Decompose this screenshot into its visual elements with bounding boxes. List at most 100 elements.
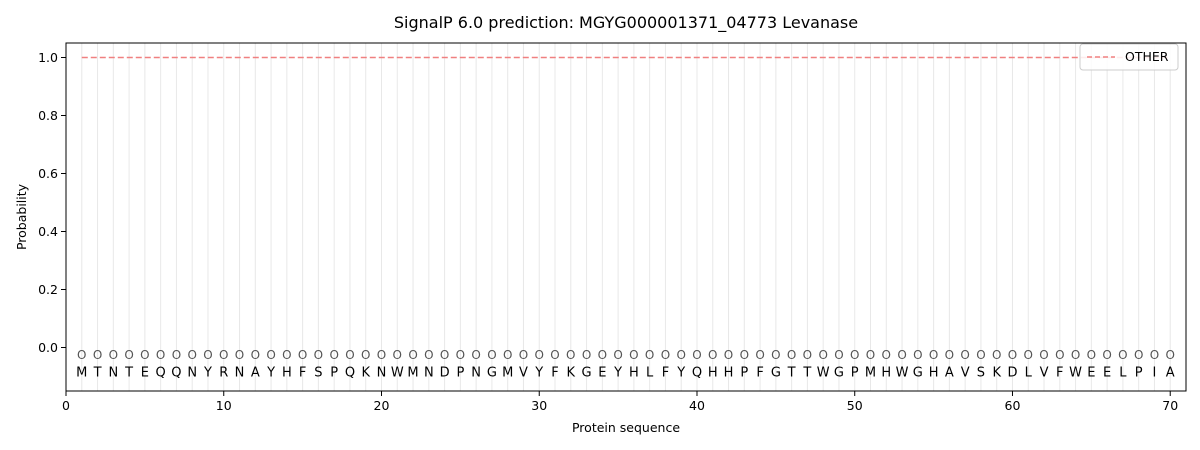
sequence-letter: W xyxy=(1069,366,1082,381)
sequence-letter: F xyxy=(662,366,669,381)
annotation-marker: O xyxy=(251,348,260,362)
annotation-marker: O xyxy=(771,348,780,362)
sequence-letter: K xyxy=(361,366,370,381)
sequence-letter: G xyxy=(582,366,592,381)
sequence-letter: S xyxy=(314,366,322,381)
x-axis-ticks: 0 10 20 30 40 50 60 70 xyxy=(62,391,1178,413)
annotation-marker: O xyxy=(203,348,212,362)
annotation-marker: O xyxy=(471,348,480,362)
annotation-marker: O xyxy=(1102,348,1111,362)
annotation-marker: O xyxy=(377,348,386,362)
sequence-letter: H xyxy=(629,366,639,381)
legend-box xyxy=(1079,43,1179,71)
annotation-marker: O xyxy=(818,348,827,362)
annotation-marker: O xyxy=(676,348,685,362)
annotation-marker: O xyxy=(850,348,859,362)
annotation-marker: O xyxy=(582,348,591,362)
plot-frame xyxy=(65,42,1187,392)
y-tick-label: 0.4 xyxy=(38,224,58,239)
sequence-letter: Q xyxy=(345,366,355,381)
sequence-letter: G xyxy=(834,366,844,381)
sequence-letter: N xyxy=(187,366,197,381)
annotation-marker: O xyxy=(503,348,512,362)
annotation-marker: O xyxy=(1055,348,1064,362)
sequence-letter: L xyxy=(1025,366,1033,381)
sequence-letter: M xyxy=(502,366,513,381)
sequence-letter: L xyxy=(646,366,654,381)
sequence-letter: R xyxy=(219,366,228,381)
sequence-letter: A xyxy=(1166,366,1175,381)
annotation-marker: O xyxy=(882,348,891,362)
sequence-letter: K xyxy=(567,366,576,381)
sequence-letter: Q xyxy=(156,366,166,381)
sequence-letter: G xyxy=(913,366,923,381)
y-axis-label: Probability xyxy=(14,183,29,250)
sequence-letter: F xyxy=(1056,366,1063,381)
y-tick-label: 0.8 xyxy=(38,108,58,123)
annotation-marker: O xyxy=(598,348,607,362)
annotation-marker: O xyxy=(156,348,165,362)
annotation-marker: O xyxy=(992,348,1001,362)
sequence-letter: Y xyxy=(613,366,622,381)
sequence-letter: N xyxy=(424,366,434,381)
annotation-marker: O xyxy=(740,348,749,362)
sequence-letter: A xyxy=(251,366,260,381)
sequence-letter: Y xyxy=(676,366,685,381)
sequence-letter: F xyxy=(756,366,763,381)
sequence-letter: H xyxy=(282,366,292,381)
annotation-marker: O xyxy=(424,348,433,362)
annotation-marker: O xyxy=(724,348,733,362)
annotation-marker: O xyxy=(629,348,638,362)
sequence-letter: T xyxy=(124,366,133,381)
sequence-letter: P xyxy=(456,366,464,381)
annotation-marker: O xyxy=(1165,348,1174,362)
y-axis-ticks: 0.0 0.2 0.4 0.6 0.8 1.0 xyxy=(38,50,66,355)
annotation-marker: O xyxy=(1087,348,1096,362)
annotation-marker: O xyxy=(109,348,118,362)
annotation-marker: O xyxy=(393,348,402,362)
annotation-marker: O xyxy=(298,348,307,362)
annotation-marker: O xyxy=(803,348,812,362)
sequence-letter: I xyxy=(1153,366,1157,381)
annotation-marker: O xyxy=(93,348,102,362)
sequence-letter: H xyxy=(881,366,891,381)
sequence-letter: V xyxy=(519,366,528,381)
x-tick-label: 10 xyxy=(216,398,232,413)
annotation-marker: O xyxy=(1024,348,1033,362)
sequence-letter: P xyxy=(330,366,338,381)
x-tick-label: 20 xyxy=(374,398,390,413)
sequence-letter: N xyxy=(235,366,245,381)
sequence-letter: W xyxy=(896,366,909,381)
sequence-letter: N xyxy=(108,366,118,381)
sequence-letter: M xyxy=(865,366,876,381)
annotation-marker: O xyxy=(897,348,906,362)
annotation-marker: O xyxy=(235,348,244,362)
sequence-letter: P xyxy=(1135,366,1143,381)
annotation-marker: O xyxy=(708,348,717,362)
y-tick-label: 0.2 xyxy=(38,282,58,297)
sequence-letter: Y xyxy=(266,366,275,381)
y-tick-label: 1.0 xyxy=(38,50,58,65)
annotation-marker: O xyxy=(535,348,544,362)
grid-lines xyxy=(81,43,1171,391)
sequence-letter: L xyxy=(1119,366,1127,381)
sequence-letter: S xyxy=(977,366,985,381)
annotation-marker: O xyxy=(1039,348,1048,362)
sequence-letter: N xyxy=(377,366,387,381)
sequence-letter: H xyxy=(929,366,939,381)
annotation-marker: O xyxy=(282,348,291,362)
sequence-letter: G xyxy=(487,366,497,381)
sequence-letter: Y xyxy=(534,366,543,381)
chart-title: SignalP 6.0 prediction: MGYG000001371_04… xyxy=(394,13,858,33)
sequence-letter: F xyxy=(551,366,558,381)
annotation-marker: O xyxy=(834,348,843,362)
annotation-marker: O xyxy=(140,348,149,362)
annotation-marker: O xyxy=(913,348,922,362)
sequence-letter: D xyxy=(440,366,450,381)
y-tick-label: 0.0 xyxy=(38,340,58,355)
sequence-letter: G xyxy=(771,366,781,381)
sequence-letter: P xyxy=(851,366,859,381)
